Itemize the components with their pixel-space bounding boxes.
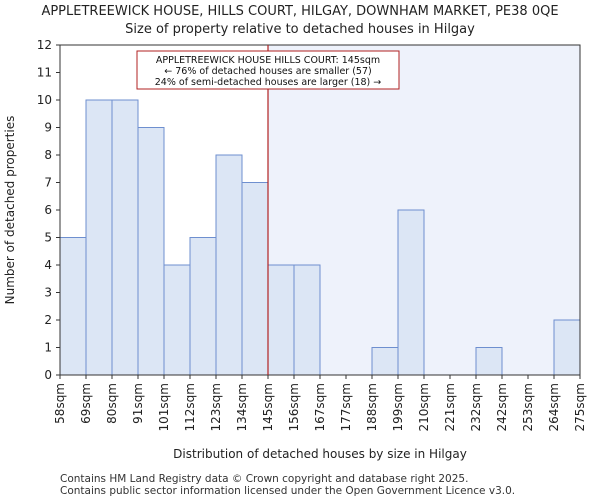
y-tick-label: 3 bbox=[44, 286, 52, 300]
x-tick-label: 69sqm bbox=[79, 383, 93, 424]
bar-134sqm bbox=[241, 182, 269, 376]
bar-91sqm bbox=[137, 127, 165, 376]
y-tick-label: 8 bbox=[44, 148, 52, 162]
y-tick-label: 6 bbox=[44, 203, 52, 217]
x-tick-label: 177sqm bbox=[339, 383, 353, 431]
bar-69sqm bbox=[85, 99, 113, 376]
y-tick-label: 12 bbox=[37, 38, 52, 52]
annotation-line-3: 24% of semi-detached houses are larger (… bbox=[155, 77, 382, 88]
y-tick-label: 0 bbox=[44, 368, 52, 382]
footer-line-2: Contains public sector information licen… bbox=[60, 485, 516, 497]
bar-264sqm bbox=[553, 319, 581, 376]
x-tick-label: 80sqm bbox=[105, 383, 119, 424]
bar-156sqm bbox=[293, 264, 321, 376]
annotation-line-2: ← 76% of detached houses are smaller (57… bbox=[164, 66, 371, 77]
bar-145sqm bbox=[267, 264, 295, 376]
bar-123sqm bbox=[215, 154, 243, 376]
bar-80sqm bbox=[111, 99, 139, 376]
bar-112sqm bbox=[189, 237, 217, 376]
bar-199sqm bbox=[397, 209, 425, 376]
y-tick-label: 5 bbox=[44, 231, 52, 245]
x-tick-label: 253sqm bbox=[521, 383, 535, 431]
y-axis-label: Number of detached properties bbox=[3, 116, 17, 305]
annotation-box bbox=[136, 50, 400, 90]
chart-title: APPLETREEWICK HOUSE, HILLS COURT, HILGAY… bbox=[41, 4, 559, 19]
x-tick-label: 232sqm bbox=[469, 383, 483, 431]
bar-232sqm bbox=[475, 347, 503, 376]
x-tick-label: 167sqm bbox=[313, 383, 327, 431]
x-tick-label: 242sqm bbox=[495, 383, 509, 431]
chart-subtitle: Size of property relative to detached ho… bbox=[125, 22, 475, 37]
x-tick-label: 101sqm bbox=[157, 383, 171, 431]
x-tick-label: 199sqm bbox=[391, 383, 405, 431]
x-tick-label: 58sqm bbox=[53, 383, 67, 424]
x-tick-label: 91sqm bbox=[131, 383, 145, 424]
x-tick-label: 112sqm bbox=[183, 383, 197, 431]
x-tick-label: 264sqm bbox=[547, 383, 561, 431]
x-axis-label: Distribution of detached houses by size … bbox=[173, 447, 467, 461]
y-tick-label: 4 bbox=[44, 258, 52, 272]
y-tick-label: 2 bbox=[44, 313, 52, 327]
x-tick-label: 134sqm bbox=[235, 383, 249, 431]
y-tick-label: 1 bbox=[44, 341, 52, 355]
y-tick-label: 10 bbox=[37, 93, 52, 107]
x-tick-label: 275sqm bbox=[573, 383, 587, 431]
bar-101sqm bbox=[163, 264, 191, 376]
bar-58sqm bbox=[59, 237, 87, 376]
annotation-line-1: APPLETREEWICK HOUSE HILLS COURT: 145sqm bbox=[156, 55, 380, 66]
y-tick-label: 9 bbox=[44, 121, 52, 135]
x-tick-label: 188sqm bbox=[365, 383, 379, 431]
x-tick-label: 221sqm bbox=[443, 383, 457, 431]
x-tick-label: 156sqm bbox=[287, 383, 301, 431]
y-tick-label: 11 bbox=[37, 66, 52, 80]
footer-line-1: Contains HM Land Registry data © Crown c… bbox=[60, 473, 469, 485]
y-tick-label: 7 bbox=[44, 176, 52, 190]
x-tick-label: 123sqm bbox=[209, 383, 223, 431]
x-tick-label: 210sqm bbox=[417, 383, 431, 431]
x-tick-label: 145sqm bbox=[261, 383, 275, 431]
bar-188sqm bbox=[371, 347, 399, 376]
